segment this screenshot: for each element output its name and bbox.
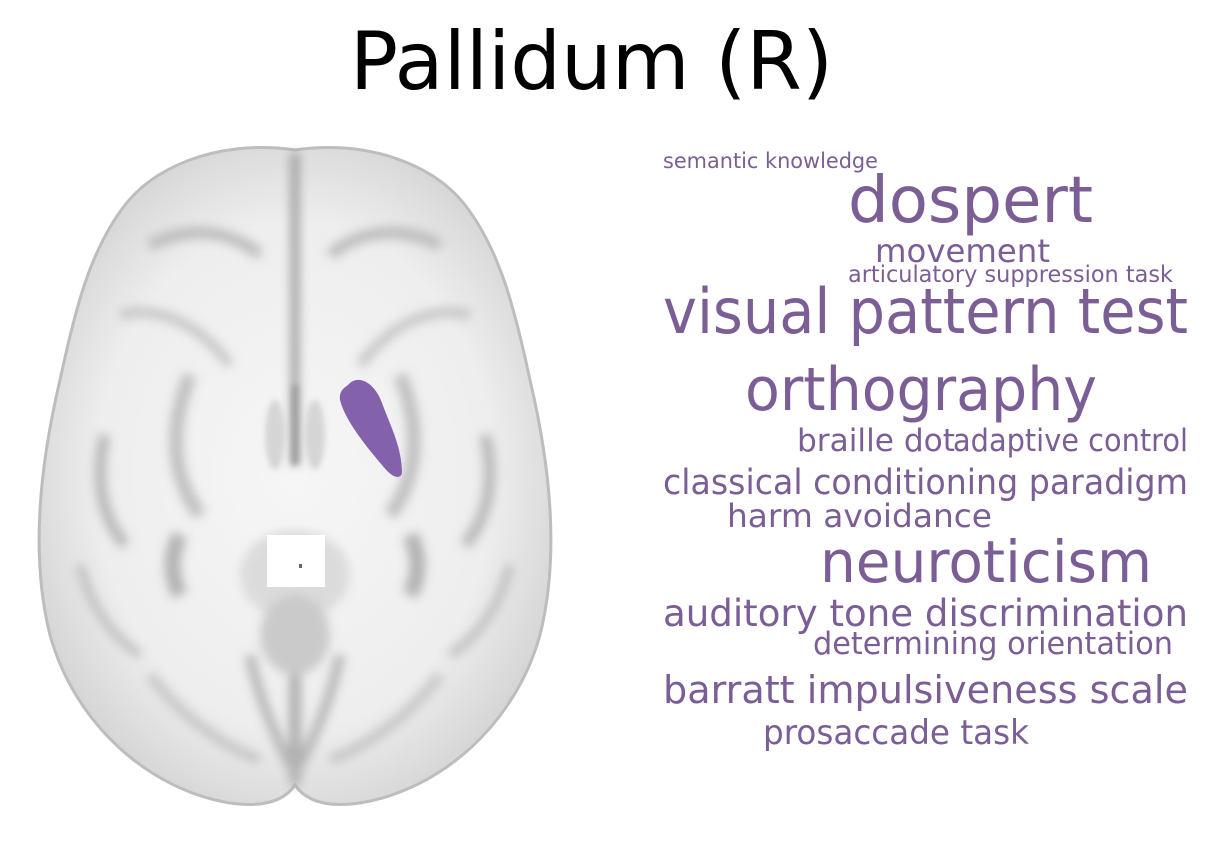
figure-title: Pallidum (R) xyxy=(349,15,834,108)
word-cloud-term: adaptive control xyxy=(953,423,1188,459)
word-cloud-term: visual pattern test xyxy=(663,275,1188,348)
slice-marker xyxy=(267,535,325,587)
word-cloud-term: neuroticism xyxy=(820,528,1152,596)
word-cloud-term: dospert xyxy=(848,164,1093,238)
word-cloud-term: articulatory suppression task xyxy=(848,262,1174,288)
word-cloud-term: harm avoidance xyxy=(727,497,992,535)
word-cloud-term: orthography xyxy=(745,355,1097,425)
brain-axial-slice xyxy=(37,146,553,806)
word-cloud-term: barratt impulsiveness scale xyxy=(663,668,1188,712)
word-cloud-term: semantic knowledge xyxy=(663,149,878,173)
slice-marker-dot xyxy=(299,564,302,568)
pallidum-region xyxy=(339,379,402,477)
word-cloud-term: braille dot xyxy=(797,423,955,459)
word-cloud-term: movement xyxy=(875,232,1050,270)
word-cloud-term: determining orientation xyxy=(813,626,1173,662)
word-cloud-term: classical conditioning paradigm xyxy=(663,463,1188,503)
word-cloud-term: prosaccade task xyxy=(763,713,1029,753)
word-cloud-term: auditory tone discrimination xyxy=(663,592,1188,635)
